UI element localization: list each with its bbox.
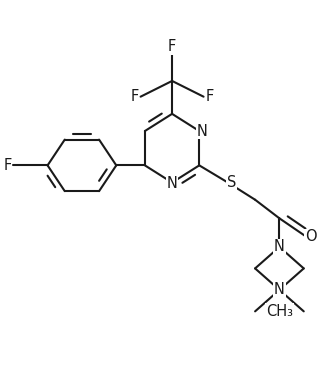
- Text: F: F: [168, 39, 176, 54]
- Text: CH₃: CH₃: [266, 304, 293, 319]
- Text: N: N: [197, 123, 208, 139]
- Text: O: O: [305, 229, 317, 244]
- Text: N: N: [274, 239, 285, 255]
- Text: S: S: [227, 175, 236, 190]
- Text: N: N: [167, 177, 177, 192]
- Text: F: F: [3, 158, 11, 173]
- Text: F: F: [130, 89, 138, 104]
- Text: F: F: [206, 89, 214, 104]
- Text: N: N: [274, 282, 285, 297]
